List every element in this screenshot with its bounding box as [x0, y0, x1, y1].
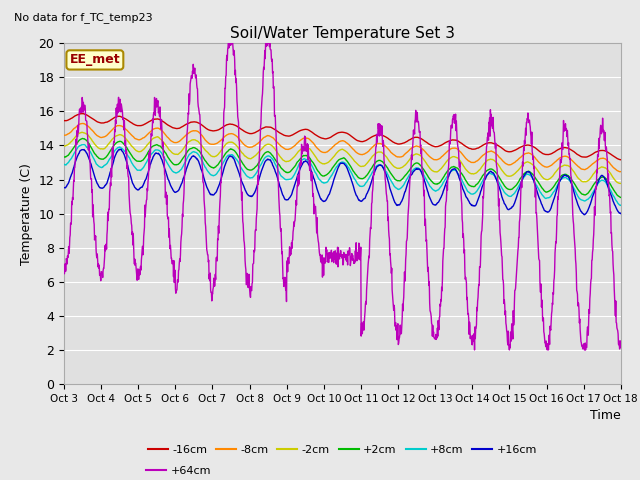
Text: No data for f_TC_temp23: No data for f_TC_temp23 — [14, 12, 152, 23]
X-axis label: Time: Time — [590, 409, 621, 422]
Text: EE_met: EE_met — [70, 53, 120, 66]
Legend: +64cm: +64cm — [142, 461, 216, 480]
Title: Soil/Water Temperature Set 3: Soil/Water Temperature Set 3 — [230, 25, 455, 41]
Y-axis label: Temperature (C): Temperature (C) — [20, 163, 33, 264]
